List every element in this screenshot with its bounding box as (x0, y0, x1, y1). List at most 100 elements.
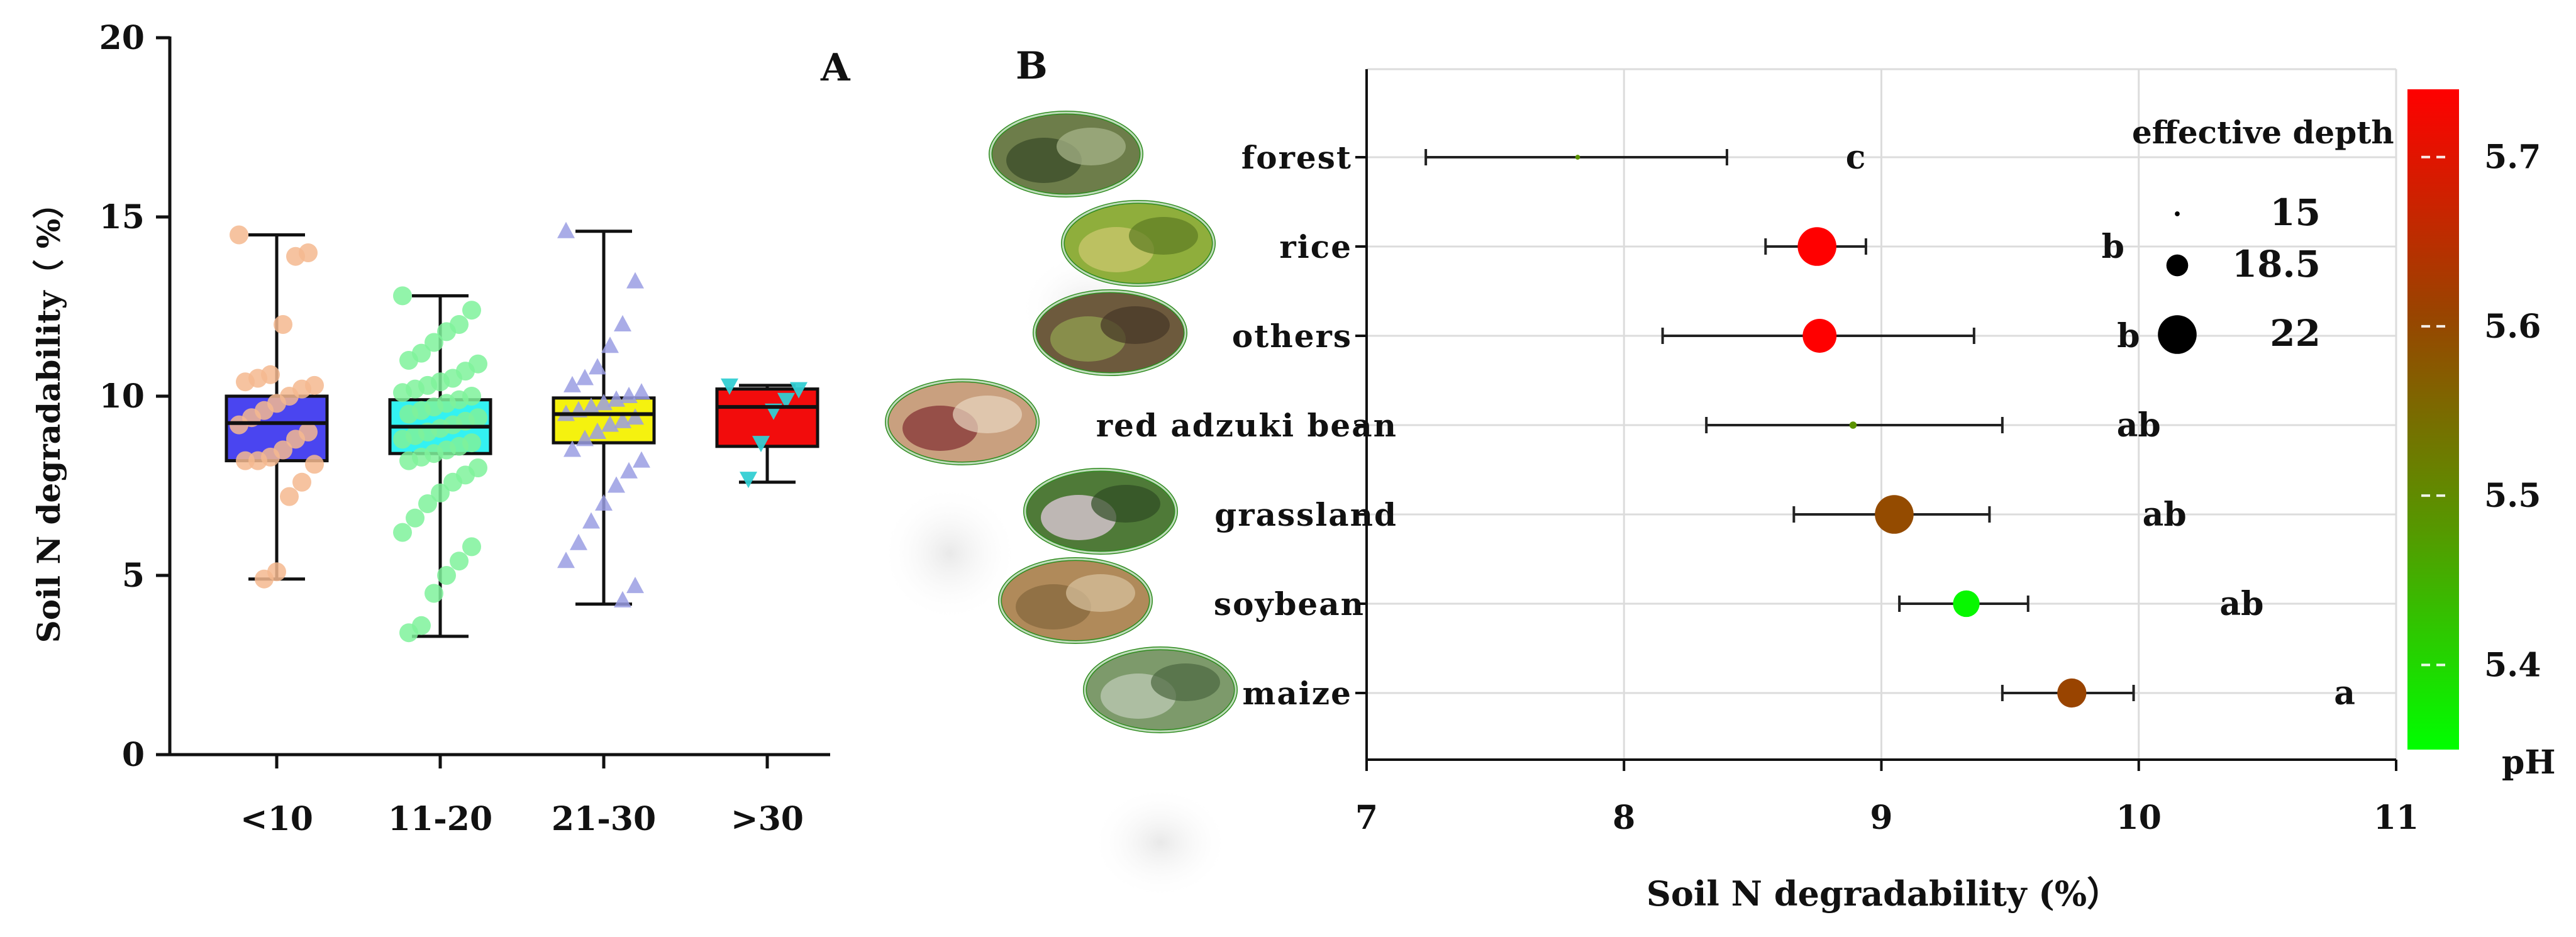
mean-point (1797, 227, 1836, 266)
size-legend-label: 22 (2270, 312, 2321, 355)
data-point (752, 436, 770, 453)
panel-b-x-tick-label: 7 (1355, 799, 1378, 837)
panel-b-x-tick-label: 11 (2373, 799, 2419, 837)
box-group (715, 378, 819, 489)
data-point (589, 358, 606, 375)
data-point (601, 336, 619, 353)
category-label: soybean (1214, 585, 1365, 623)
panel-a-x-tick-label: 11-20 (388, 800, 492, 838)
panel-b-label: B (1016, 44, 1048, 88)
panel-a-axes: 0 5 10 15 20 <10 11-20 21-30 >30 (99, 19, 830, 838)
data-point (626, 272, 644, 289)
maize-photo-icon (1083, 646, 1238, 733)
data-point (399, 351, 418, 370)
panel-a-y-tick-label: 10 (99, 377, 145, 416)
box-group (552, 221, 656, 607)
panel-a-x-tick-label: <10 (240, 800, 313, 838)
panel-a-y-tick-label: 5 (122, 557, 145, 595)
panel-b-gridlines (1367, 68, 2397, 760)
red-adzuki-bean-photo-icon (885, 379, 1040, 465)
significance-letter: b (2117, 317, 2140, 355)
data-row: ab (1898, 585, 2263, 623)
panel-a-y-tick-label: 15 (99, 198, 145, 236)
significance-letter: b (2102, 228, 2124, 266)
ph-colorbar: pH 5.4 5.5 5.6 5.7 (2407, 89, 2556, 782)
panel-b-scatter: B 7 8 9 10 11 Soil N degradability (%） fores… (880, 44, 2556, 914)
data-point (236, 451, 255, 470)
size-legend-marker (2158, 315, 2197, 354)
data-point (292, 472, 311, 492)
significance-letter: ab (2143, 496, 2187, 534)
data-point (608, 390, 625, 407)
size-legend-marker (2175, 211, 2180, 216)
mean-point (1575, 155, 1580, 160)
data-point (582, 512, 600, 529)
data-point (608, 476, 625, 493)
effective-depth-legend: effective depth 15 18.5 22 (2132, 114, 2394, 355)
box-group (388, 286, 492, 643)
size-legend-label: 18.5 (2232, 243, 2321, 286)
grassland-photo-icon (1023, 468, 1178, 555)
panel-a-y-axis-label: Soil N degradability（ %） (30, 187, 67, 643)
data-point (589, 423, 606, 439)
category-label: forest (1241, 139, 1352, 176)
significance-letter: a (2334, 674, 2355, 712)
data-point (626, 408, 644, 425)
size-legend-marker (2166, 254, 2189, 277)
panel-a-boxes (225, 221, 819, 643)
data-row: ab (1792, 495, 2187, 534)
data-point (582, 397, 600, 414)
colorbar-tick-label: 5.6 (2484, 308, 2541, 346)
box-group (225, 225, 329, 589)
data-point (255, 569, 274, 589)
mean-point (1802, 319, 1837, 353)
data-point (557, 552, 575, 568)
data-point (236, 372, 255, 392)
panel-b-data-rows: c b b ab ab ab a (1424, 138, 2355, 712)
data-point (614, 411, 631, 428)
panel-b-x-tick-label: 10 (2116, 799, 2162, 837)
data-point (393, 430, 412, 449)
data-point (305, 455, 324, 474)
data-point (425, 584, 443, 603)
forest-photo-icon (989, 111, 1143, 197)
others-photo-icon (1033, 289, 1187, 376)
significance-letter: ab (2117, 406, 2161, 445)
size-legend-label: 15 (2270, 191, 2321, 234)
data-point (443, 472, 462, 492)
data-point (437, 322, 456, 341)
panel-a-y-tick-label: 20 (99, 19, 145, 57)
data-point (564, 440, 581, 457)
data-point (274, 315, 292, 334)
data-point (595, 494, 613, 511)
data-point (230, 225, 248, 245)
data-point (626, 577, 644, 594)
crop-photo-icons: forest rice others red adzuki bean grassland… (885, 111, 1397, 733)
data-point (570, 533, 587, 550)
colorbar-gradient (2407, 89, 2459, 750)
panel-a-y-tick-label: 0 (122, 736, 145, 774)
data-point (614, 590, 631, 607)
data-point (777, 392, 795, 409)
category-label: grassland (1214, 496, 1397, 533)
colorbar-tick-label: 5.5 (2484, 477, 2541, 515)
data-point (393, 286, 412, 306)
data-point (576, 430, 594, 446)
panel-b-axes: 7 8 9 10 11 (1355, 69, 2419, 837)
data-point (790, 382, 808, 399)
category-label: red adzuki bean (1096, 407, 1397, 444)
data-point (280, 487, 299, 506)
category-label: others (1232, 318, 1352, 355)
panel-b-x-tick-label: 9 (1870, 799, 1892, 837)
data-point (557, 221, 575, 238)
data-point (431, 483, 450, 502)
colorbar-tick-label: 5.7 (2484, 138, 2541, 177)
data-point (620, 387, 638, 403)
data-point (633, 451, 650, 468)
data-point (576, 369, 594, 385)
mean-point (1849, 421, 1857, 429)
data-row: a (2001, 674, 2355, 712)
data-point (399, 404, 418, 424)
data-point (721, 378, 738, 395)
